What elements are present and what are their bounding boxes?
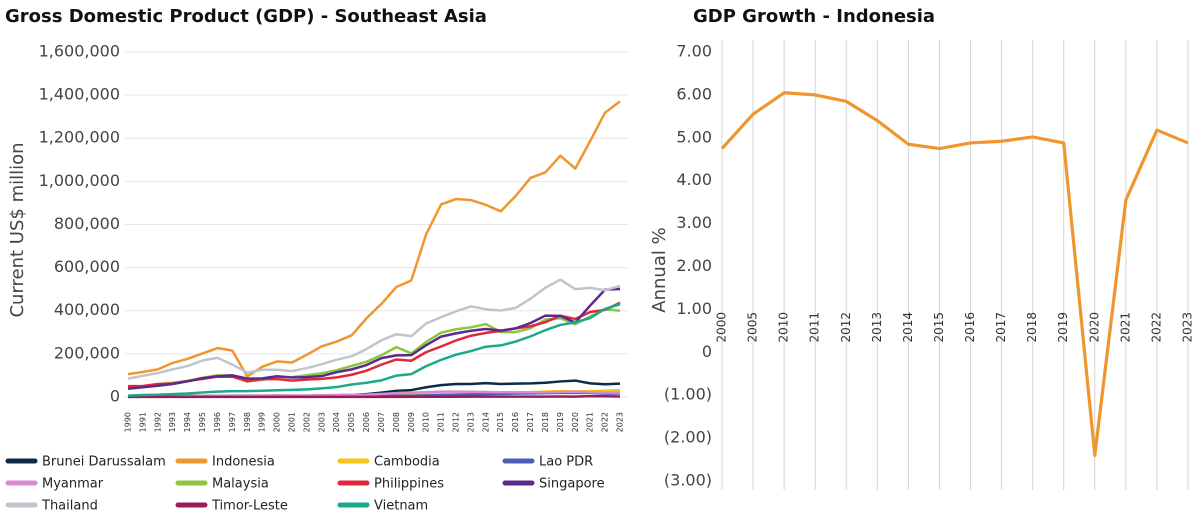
x-tick-label: 2021 bbox=[1118, 312, 1132, 343]
x-tick-label: 2011 bbox=[437, 412, 446, 432]
legend-label: Timor-Leste bbox=[211, 499, 288, 514]
x-tick-label: 2020 bbox=[571, 412, 580, 432]
series-line bbox=[128, 394, 621, 399]
x-tick-label: 1998 bbox=[243, 412, 252, 432]
series-line bbox=[127, 303, 621, 397]
y-tick-label: 5.00 bbox=[676, 127, 712, 146]
x-tick-label: 1995 bbox=[198, 412, 207, 432]
y-tick-label: 600,000 bbox=[54, 257, 120, 276]
y-tick-label: 2.00 bbox=[676, 256, 712, 275]
y-tick-label: 1,000,000 bbox=[39, 171, 120, 190]
x-tick-label: 2000 bbox=[273, 412, 282, 432]
x-tick-label: 2019 bbox=[1056, 312, 1070, 343]
y-tick-label: 6.00 bbox=[676, 84, 712, 103]
x-tick-label: 1997 bbox=[228, 412, 237, 432]
x-tick-label: 2005 bbox=[746, 312, 760, 343]
y-tick-label: 7.00 bbox=[676, 42, 712, 61]
legend-label: Indonesia bbox=[212, 455, 275, 470]
series-line bbox=[127, 100, 621, 378]
x-tick-label: 2017 bbox=[994, 312, 1008, 343]
legend-label: Thailand bbox=[41, 499, 98, 514]
x-tick-label: 2019 bbox=[556, 412, 565, 432]
legend-label: Singapore bbox=[539, 477, 605, 492]
x-tick-label: 2017 bbox=[526, 412, 535, 432]
x-tick-label: 1994 bbox=[183, 412, 192, 432]
x-tick-label: 2015 bbox=[932, 312, 946, 343]
x-tick-label: 2023 bbox=[616, 412, 625, 432]
x-tick-label: 1991 bbox=[138, 412, 147, 432]
y-tick-label: (2.00) bbox=[664, 428, 712, 447]
x-tick-label: 2003 bbox=[317, 412, 326, 432]
x-tick-label: 2023 bbox=[1181, 312, 1195, 343]
y-tick-label: 0 bbox=[110, 386, 120, 405]
x-tick-label: 2016 bbox=[963, 312, 977, 343]
y-tick-label: 1.00 bbox=[676, 299, 712, 318]
x-tick-label: 2021 bbox=[586, 412, 595, 432]
x-tick-label: 2013 bbox=[870, 312, 884, 343]
y-axis-label: Annual % bbox=[649, 227, 670, 312]
y-tick-label: 1,400,000 bbox=[39, 85, 120, 104]
y-tick-label: (1.00) bbox=[664, 385, 712, 404]
legend-label: Lao PDR bbox=[539, 455, 593, 470]
x-tick-label: 2018 bbox=[1025, 312, 1039, 343]
y-tick-label: 1,600,000 bbox=[39, 41, 120, 60]
x-tick-label: 2016 bbox=[511, 412, 520, 432]
legend-label: Cambodia bbox=[374, 455, 440, 470]
x-tick-label: 2014 bbox=[481, 412, 490, 432]
x-tick-label: 2020 bbox=[1087, 312, 1101, 343]
x-tick-label: 2007 bbox=[377, 412, 386, 432]
x-tick-label: 2004 bbox=[332, 412, 341, 432]
x-tick-label: 2014 bbox=[901, 312, 915, 343]
y-tick-label: 800,000 bbox=[54, 214, 120, 233]
x-tick-label: 2015 bbox=[496, 412, 505, 432]
x-tick-label: 1990 bbox=[124, 412, 133, 432]
y-tick-label: 200,000 bbox=[54, 343, 120, 362]
x-tick-label: 2018 bbox=[541, 412, 550, 432]
x-tick-label: 2001 bbox=[288, 412, 297, 432]
x-tick-label: 1996 bbox=[213, 412, 222, 432]
x-tick-label: 2022 bbox=[601, 412, 610, 432]
y-tick-label: 3.00 bbox=[676, 213, 712, 232]
chart-title: GDP Growth - Indonesia bbox=[693, 6, 935, 27]
x-tick-label: 1992 bbox=[153, 412, 162, 432]
chart-title: Gross Domestic Product (GDP) - Southeast… bbox=[5, 6, 487, 27]
x-tick-label: 1993 bbox=[168, 412, 177, 432]
series-line bbox=[127, 287, 621, 391]
legend-label: Malaysia bbox=[212, 477, 269, 492]
legend-label: Myanmar bbox=[42, 477, 104, 492]
y-tick-label: 0 bbox=[702, 342, 712, 361]
y-tick-label: 4.00 bbox=[676, 170, 712, 189]
x-tick-label: 2000 bbox=[715, 312, 729, 343]
x-tick-label: 2008 bbox=[392, 412, 401, 432]
x-tick-label: 2011 bbox=[808, 312, 822, 343]
x-tick-label: 1999 bbox=[258, 412, 267, 432]
y-axis-label: Current US$ million bbox=[7, 142, 28, 317]
series-line bbox=[127, 278, 621, 380]
x-tick-label: 2010 bbox=[422, 412, 431, 432]
y-tick-label: (3.00) bbox=[664, 471, 712, 490]
y-tick-label: 1,200,000 bbox=[39, 128, 120, 147]
x-tick-label: 2012 bbox=[839, 312, 853, 343]
x-tick-label: 2010 bbox=[777, 312, 791, 343]
x-tick-label: 2013 bbox=[466, 412, 475, 432]
x-tick-label: 2022 bbox=[1149, 312, 1163, 343]
x-tick-label: 2009 bbox=[407, 412, 416, 432]
y-tick-label: 400,000 bbox=[54, 300, 120, 319]
series-line bbox=[720, 91, 1189, 457]
x-tick-label: 2012 bbox=[452, 412, 461, 432]
x-tick-label: 2002 bbox=[302, 412, 311, 432]
legend-label: Philippines bbox=[374, 477, 444, 492]
x-tick-label: 2005 bbox=[347, 412, 356, 432]
legend-label: Brunei Darussalam bbox=[42, 455, 166, 470]
x-tick-label: 2006 bbox=[362, 412, 371, 432]
legend-label: Vietnam bbox=[374, 499, 428, 514]
